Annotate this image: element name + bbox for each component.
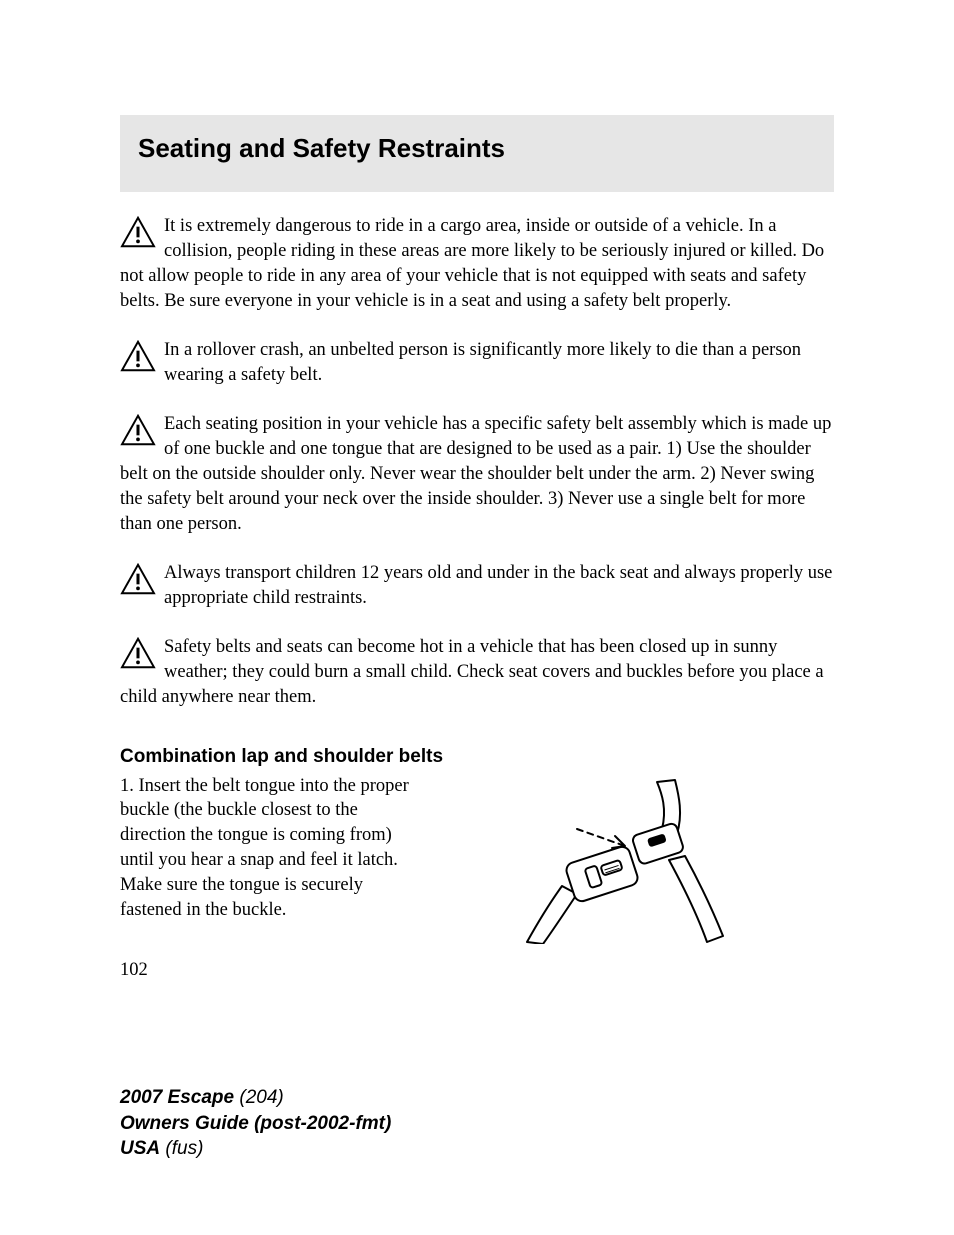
- warning-block: Safety belts and seats can become hot in…: [120, 635, 834, 710]
- section-title: Seating and Safety Restraints: [120, 133, 834, 164]
- instruction-row: 1. Insert the belt tongue into the prope…: [120, 774, 834, 944]
- subsection-heading: Combination lap and shoulder belts: [120, 746, 834, 768]
- warning-block: In a rollover crash, an unbelted person …: [120, 338, 834, 388]
- warning-text: Each seating position in your vehicle ha…: [120, 414, 831, 534]
- warning-icon: [120, 637, 156, 677]
- footer-region: USA: [120, 1138, 160, 1159]
- warning-block: It is extremely dangerous to ride in a c…: [120, 214, 834, 314]
- footer-line-2: Owners Guide (post-2002-fmt): [120, 1111, 391, 1137]
- warning-icon: [120, 563, 156, 603]
- header-band: Seating and Safety Restraints: [120, 115, 834, 192]
- warning-block: Always transport children 12 years old a…: [120, 561, 834, 611]
- warning-text: It is extremely dangerous to ride in a c…: [120, 216, 824, 311]
- footer-code: (204): [234, 1087, 284, 1108]
- footer-model: 2007 Escape: [120, 1087, 234, 1108]
- warning-block: Each seating position in your vehicle ha…: [120, 412, 834, 537]
- seatbelt-figure: [440, 774, 834, 944]
- warning-icon: [120, 414, 156, 454]
- instruction-text: 1. Insert the belt tongue into the prope…: [120, 774, 420, 924]
- warning-icon: [120, 216, 156, 256]
- footer-line-1: 2007 Escape (204): [120, 1085, 391, 1111]
- footer-line-3: USA (fus): [120, 1136, 391, 1162]
- warning-icon: [120, 340, 156, 380]
- warning-text: Always transport children 12 years old a…: [164, 563, 832, 608]
- page: Seating and Safety Restraints It is extr…: [0, 0, 954, 1235]
- footer-region-code: (fus): [160, 1138, 203, 1159]
- warning-text: Safety belts and seats can become hot in…: [120, 637, 824, 707]
- page-number: 102: [120, 960, 148, 981]
- footer: 2007 Escape (204) Owners Guide (post-200…: [120, 1085, 391, 1162]
- warning-text: In a rollover crash, an unbelted person …: [164, 340, 801, 385]
